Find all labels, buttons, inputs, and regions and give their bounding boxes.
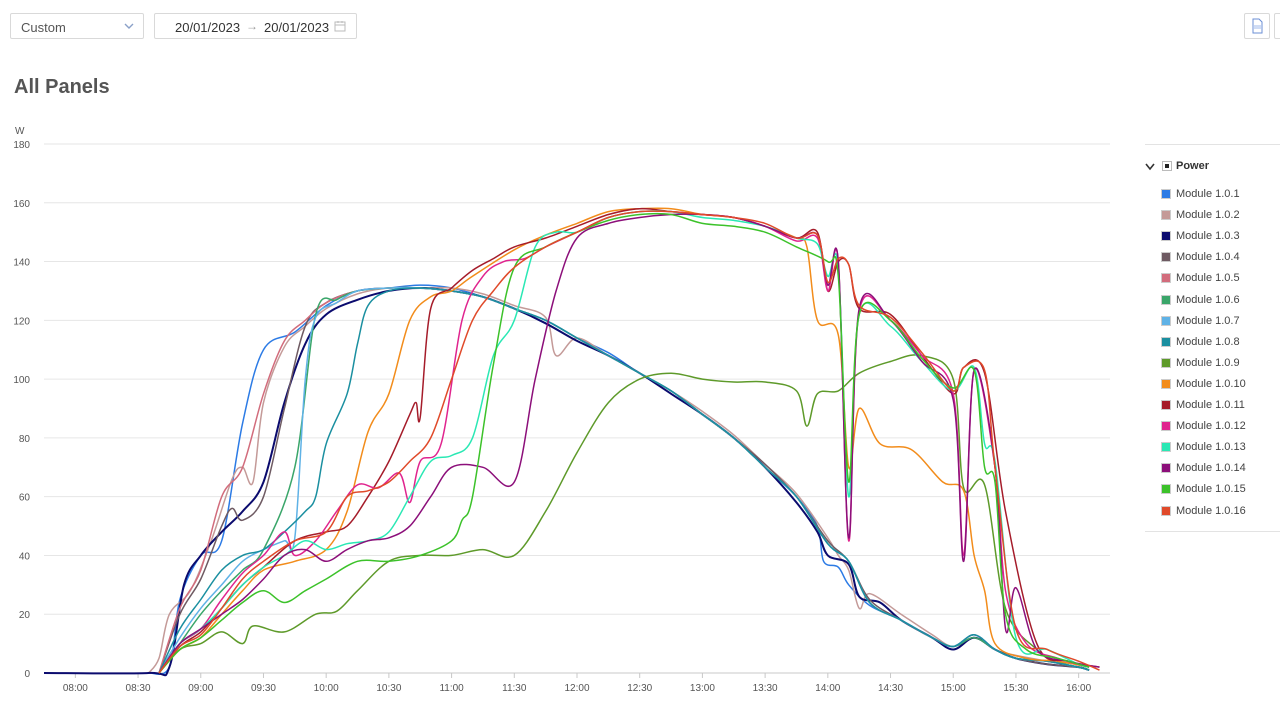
- legend-swatch: [1161, 252, 1171, 263]
- legend-item-label: Module 1.0.15: [1176, 483, 1246, 496]
- legend-item-label: Module 1.0.16: [1176, 504, 1246, 517]
- csv-file-icon: [1252, 18, 1263, 34]
- legend-swatch: [1161, 273, 1171, 284]
- start-date-input[interactable]: 20/01/2023: [175, 20, 241, 35]
- y-tick-label: 100: [13, 375, 30, 386]
- y-tick-label: 40: [19, 551, 31, 562]
- x-tick-label: 10:30: [376, 683, 401, 694]
- legend-swatch: [1161, 231, 1171, 242]
- y-tick-label: 160: [13, 199, 30, 210]
- legend-item-label: Module 1.0.12: [1176, 420, 1246, 433]
- export-csv-button[interactable]: [1244, 13, 1270, 39]
- x-tick-label: 12:30: [627, 683, 652, 694]
- range-select-value: Custom: [21, 20, 66, 35]
- legend-swatch: [1161, 484, 1171, 495]
- legend-swatch: [1161, 442, 1171, 453]
- legend-group-label: Power: [1176, 160, 1210, 172]
- legend-swatch: [1161, 400, 1171, 410]
- chart-legend: Power Module 1.0.1 Module 1.0.2 Module 1.0…: [1145, 144, 1280, 532]
- legend-swatch: [1161, 505, 1171, 516]
- legend-item-label: Module 1.0.3: [1176, 230, 1240, 243]
- legend-item-label: Module 1.0.13: [1176, 441, 1246, 454]
- x-tick-label: 14:30: [878, 683, 903, 694]
- y-tick-label: 60: [19, 493, 31, 504]
- chart-gridlines: [44, 143, 1110, 674]
- chart-series: [43, 207, 1100, 677]
- series-line[interactable]: [147, 286, 1090, 674]
- more-options-button[interactable]: [1274, 13, 1280, 39]
- x-tick-label: 11:30: [502, 683, 527, 694]
- legend-group-checkbox[interactable]: [1162, 161, 1172, 171]
- series-line[interactable]: [158, 212, 1090, 674]
- legend-item-label: Module 1.0.10: [1176, 377, 1246, 390]
- series-line[interactable]: [158, 354, 1090, 674]
- y-tick-label: 20: [19, 610, 31, 621]
- calendar-icon: [334, 21, 346, 32]
- x-tick-label: 14:00: [815, 683, 840, 694]
- x-tick-label: 09:00: [188, 683, 213, 694]
- y-axis-label: W: [15, 126, 25, 137]
- x-tick-label: 09:30: [251, 683, 276, 694]
- x-tick-label: 13:00: [690, 683, 715, 694]
- series-line[interactable]: [158, 207, 1100, 674]
- series-line[interactable]: [158, 210, 1100, 674]
- legend-swatch: [1161, 294, 1171, 305]
- y-tick-label: 80: [19, 434, 31, 445]
- legend-item-label: Module 1.0.4: [1176, 251, 1240, 264]
- legend-item-label: Module 1.0.8: [1176, 335, 1240, 348]
- legend-item-label: Module 1.0.2: [1176, 209, 1240, 222]
- legend-item-label: Module 1.0.7: [1176, 314, 1240, 327]
- series-line[interactable]: [158, 287, 1090, 674]
- x-axis: 08:00 08:30 09:00 09:30 10:00 10:30 11:00 11:30…: [63, 673, 1092, 694]
- end-date-input[interactable]: 20/01/2023: [264, 20, 330, 35]
- series-line[interactable]: [158, 286, 1090, 674]
- date-range-picker[interactable]: 20/01/2023 → 20/01/2023: [154, 13, 357, 39]
- x-tick-label: 10:00: [314, 683, 339, 694]
- y-tick-label: 0: [24, 669, 30, 680]
- date-range-select[interactable]: Custom: [10, 13, 144, 39]
- legend-item-label: Module 1.0.5: [1176, 272, 1240, 285]
- x-tick-label: 13:30: [753, 683, 778, 694]
- legend-swatch: [1161, 463, 1171, 474]
- x-tick-label: 15:00: [941, 683, 966, 694]
- y-tick-label: 140: [13, 258, 30, 269]
- y-tick-label: 120: [13, 316, 30, 327]
- x-tick-label: 15:30: [1003, 683, 1028, 694]
- legend-item-label: Module 1.0.9: [1176, 356, 1240, 369]
- x-tick-label: 08:30: [126, 683, 151, 694]
- legend-swatch: [1161, 378, 1171, 389]
- chevron-down-icon: [1145, 163, 1155, 171]
- legend-swatch: [1161, 421, 1171, 432]
- legend-swatch: [1161, 189, 1171, 199]
- series-line[interactable]: [148, 284, 1090, 676]
- power-line-chart: 0 20 40 60 80 100 120 140 160 180 W 08:00 08:30 09:0…: [13, 126, 1110, 694]
- x-tick-label: 16:00: [1066, 683, 1091, 694]
- legend-item-label: Module 1.0.14: [1176, 462, 1246, 475]
- series-line[interactable]: [158, 207, 1090, 674]
- x-tick-label: 11:00: [439, 683, 464, 694]
- y-tick-label: 180: [13, 140, 30, 151]
- x-tick-label: 12:00: [564, 683, 589, 694]
- legend-swatch: [1161, 336, 1171, 347]
- legend-swatch: [1161, 357, 1171, 368]
- x-tick-label: 08:00: [63, 683, 88, 694]
- legend-item-label: Module 1.0.6: [1176, 293, 1240, 306]
- arrow-right-icon: →: [246, 19, 258, 33]
- y-axis: 0 20 40 60 80 100 120 140 160 180 W: [13, 126, 30, 680]
- page-title: All Panels: [14, 76, 110, 98]
- legend-item-label: Module 1.0.1: [1176, 188, 1240, 200]
- chevron-down-icon: [124, 23, 134, 29]
- legend-swatch: [1161, 315, 1171, 326]
- legend-swatch: [1161, 210, 1171, 221]
- legend-item-label: Module 1.0.11: [1176, 399, 1245, 411]
